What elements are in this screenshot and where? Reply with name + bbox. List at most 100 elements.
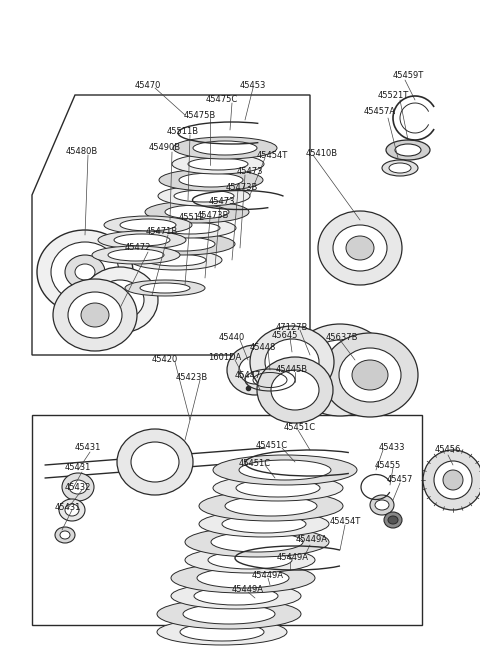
Ellipse shape (165, 205, 229, 219)
Ellipse shape (65, 255, 105, 289)
Ellipse shape (171, 563, 315, 593)
Text: 45454T: 45454T (329, 517, 360, 527)
Ellipse shape (145, 201, 249, 223)
Text: 45521T: 45521T (377, 90, 408, 100)
Ellipse shape (199, 491, 343, 521)
Ellipse shape (222, 515, 306, 533)
Ellipse shape (257, 357, 333, 423)
Bar (32, 415, 422, 625)
Ellipse shape (194, 587, 278, 605)
Text: 45512: 45512 (179, 214, 205, 223)
Ellipse shape (352, 360, 388, 390)
Ellipse shape (37, 230, 133, 314)
Text: 45449A: 45449A (277, 553, 309, 563)
Ellipse shape (81, 303, 109, 327)
Ellipse shape (69, 480, 87, 494)
Ellipse shape (114, 234, 170, 246)
Ellipse shape (213, 455, 357, 485)
Text: 45449A: 45449A (296, 536, 328, 544)
Text: 45431: 45431 (75, 443, 101, 453)
Ellipse shape (386, 140, 430, 160)
Text: 45431: 45431 (65, 464, 91, 472)
Ellipse shape (197, 568, 289, 588)
Ellipse shape (51, 242, 119, 302)
Ellipse shape (120, 219, 176, 231)
Ellipse shape (157, 599, 301, 629)
Ellipse shape (211, 532, 303, 552)
Ellipse shape (62, 473, 94, 501)
Text: 45472: 45472 (125, 244, 151, 252)
Ellipse shape (131, 442, 179, 482)
Text: 45473: 45473 (237, 168, 263, 176)
Ellipse shape (330, 362, 350, 378)
Ellipse shape (384, 512, 402, 528)
Ellipse shape (180, 623, 264, 641)
Text: 45449A: 45449A (232, 586, 264, 595)
Ellipse shape (108, 249, 164, 261)
Text: 45454T: 45454T (256, 151, 288, 160)
Ellipse shape (131, 233, 235, 255)
Ellipse shape (320, 353, 360, 387)
Ellipse shape (318, 211, 402, 285)
Ellipse shape (322, 333, 418, 417)
Text: 45457A: 45457A (364, 107, 396, 117)
Ellipse shape (434, 461, 472, 499)
Ellipse shape (125, 280, 205, 296)
Ellipse shape (250, 326, 334, 398)
Text: 45511B: 45511B (167, 128, 199, 136)
Ellipse shape (239, 356, 271, 384)
Ellipse shape (333, 225, 387, 271)
Ellipse shape (179, 173, 243, 187)
Ellipse shape (60, 531, 70, 539)
Ellipse shape (172, 154, 264, 174)
Ellipse shape (140, 283, 190, 293)
Ellipse shape (339, 348, 401, 402)
Ellipse shape (239, 460, 331, 480)
Ellipse shape (271, 370, 319, 410)
Ellipse shape (370, 495, 394, 515)
Text: 45471B: 45471B (146, 227, 178, 236)
Ellipse shape (213, 475, 343, 501)
Ellipse shape (443, 470, 463, 490)
Ellipse shape (92, 246, 180, 264)
Ellipse shape (65, 504, 79, 516)
Ellipse shape (346, 236, 374, 260)
Ellipse shape (375, 500, 389, 510)
Text: 45431: 45431 (55, 504, 81, 512)
Text: 45645: 45645 (272, 331, 298, 339)
Ellipse shape (160, 222, 220, 234)
Text: 45453: 45453 (240, 81, 266, 90)
Ellipse shape (288, 324, 392, 416)
Ellipse shape (305, 340, 375, 400)
Ellipse shape (96, 280, 144, 320)
Ellipse shape (75, 264, 95, 280)
Text: 45445B: 45445B (276, 365, 308, 375)
Ellipse shape (185, 547, 315, 573)
Ellipse shape (159, 169, 263, 191)
Text: 45470: 45470 (135, 81, 161, 90)
Text: 47127B: 47127B (276, 324, 308, 333)
Ellipse shape (183, 604, 275, 624)
Ellipse shape (55, 527, 75, 543)
Text: 45451C: 45451C (284, 422, 316, 432)
Ellipse shape (117, 429, 193, 495)
Text: 45475B: 45475B (184, 111, 216, 119)
Ellipse shape (98, 231, 186, 249)
Text: 45475C: 45475C (206, 96, 238, 105)
Text: 45456: 45456 (435, 445, 461, 455)
Ellipse shape (199, 511, 329, 537)
Ellipse shape (185, 527, 329, 557)
Text: 45480B: 45480B (66, 147, 98, 157)
Ellipse shape (382, 160, 418, 176)
Text: 45490B: 45490B (149, 143, 181, 153)
Ellipse shape (59, 499, 85, 521)
Text: 45420: 45420 (152, 356, 178, 364)
Ellipse shape (130, 250, 222, 270)
Ellipse shape (174, 190, 234, 202)
Ellipse shape (236, 479, 320, 497)
Ellipse shape (68, 292, 122, 338)
Text: 45473: 45473 (209, 198, 235, 206)
Text: 45457: 45457 (387, 476, 413, 485)
Ellipse shape (389, 163, 411, 173)
Ellipse shape (144, 218, 236, 238)
